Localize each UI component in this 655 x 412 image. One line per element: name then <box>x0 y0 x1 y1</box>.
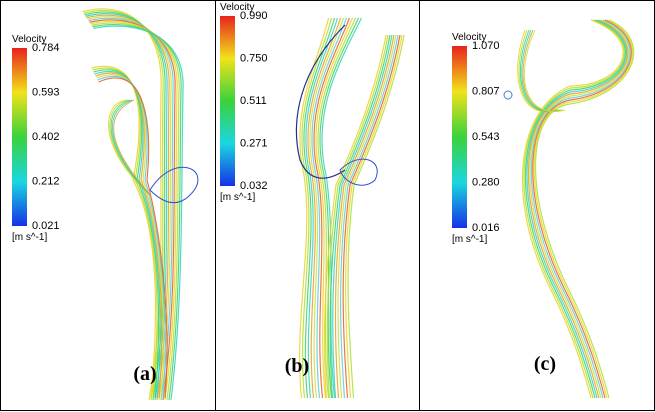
streamline <box>309 17 345 399</box>
streamline <box>93 69 160 399</box>
streamline <box>532 19 632 399</box>
colorbar-tick-label: 0.032 <box>240 180 268 192</box>
colorbar-tick-label: 0.402 <box>32 131 60 143</box>
legend-unit: [m s^-1] <box>220 192 255 203</box>
colorbar-tick-label: 0.021 <box>32 220 60 232</box>
streamline <box>92 67 158 399</box>
streamline <box>295 24 346 179</box>
streamlines <box>82 8 635 401</box>
legend-title: Velocity <box>452 32 486 43</box>
colorbar-tick-label: 0.543 <box>472 131 500 143</box>
colorbar-tick-label: 0.750 <box>240 52 268 64</box>
panel-label: (c) <box>534 353 556 375</box>
streamline <box>93 25 184 401</box>
colorbar-tick-label: 0.784 <box>32 42 60 54</box>
legend-title: Velocity <box>12 34 46 45</box>
streamline <box>319 17 360 399</box>
streamline <box>149 166 199 204</box>
streamline <box>303 17 336 399</box>
streamline <box>342 34 401 399</box>
panel-label: (b) <box>285 355 309 377</box>
streamline <box>527 19 629 399</box>
colorbar-tick-label: 1.070 <box>472 40 500 52</box>
colorbar-tick-label: 0.212 <box>32 175 60 187</box>
streamline <box>524 19 626 399</box>
colorbar <box>12 48 27 226</box>
streamline <box>534 19 635 399</box>
streamline <box>345 34 403 399</box>
streamline <box>529 19 630 399</box>
colorbar <box>452 46 467 228</box>
streamline <box>98 77 168 399</box>
streamline <box>321 17 363 399</box>
streamline <box>88 17 174 401</box>
streamline <box>315 17 354 399</box>
colorbar-tick-label: 0.990 <box>240 10 268 22</box>
colorbar-tick-label: 0.271 <box>240 137 268 149</box>
colorbar-tick-label: 0.280 <box>472 176 500 188</box>
streamline <box>337 34 397 399</box>
streamline <box>87 16 172 401</box>
streamline <box>92 24 182 401</box>
streamline <box>91 22 180 401</box>
streamline <box>313 17 351 399</box>
streamline <box>523 29 566 112</box>
streamline <box>326 34 389 399</box>
panel-label: (a) <box>133 363 156 385</box>
streamline <box>113 99 151 196</box>
streamline <box>339 34 399 399</box>
streamline <box>533 19 634 399</box>
colorbar-tick-label: 0.593 <box>32 86 60 98</box>
streamline <box>523 19 625 399</box>
legend-unit: [m s^-1] <box>452 234 487 245</box>
streamline <box>90 20 178 401</box>
streamline <box>329 34 391 399</box>
colorbar-tick-label: 0.016 <box>472 222 500 234</box>
streamline <box>347 34 405 399</box>
colorbar <box>220 16 235 186</box>
colorbar-tick-label: 0.807 <box>472 85 500 97</box>
streamline <box>332 34 393 399</box>
streamline <box>317 17 357 399</box>
streamline <box>521 19 624 399</box>
streamline <box>311 17 348 399</box>
streamline <box>334 34 395 399</box>
vessel-marker <box>503 90 513 100</box>
panel-border <box>0 0 216 411</box>
streamline <box>339 158 378 186</box>
legend-unit: [m s^-1] <box>12 232 47 243</box>
streamline <box>526 19 628 399</box>
streamline <box>323 34 387 399</box>
streamline <box>301 17 333 399</box>
streamline <box>89 19 176 401</box>
colorbar-tick-label: 0.511 <box>240 95 267 107</box>
legend-title: Velocity <box>220 2 254 13</box>
streamline <box>530 19 631 399</box>
streamline <box>305 17 339 399</box>
streamline <box>86 14 170 401</box>
